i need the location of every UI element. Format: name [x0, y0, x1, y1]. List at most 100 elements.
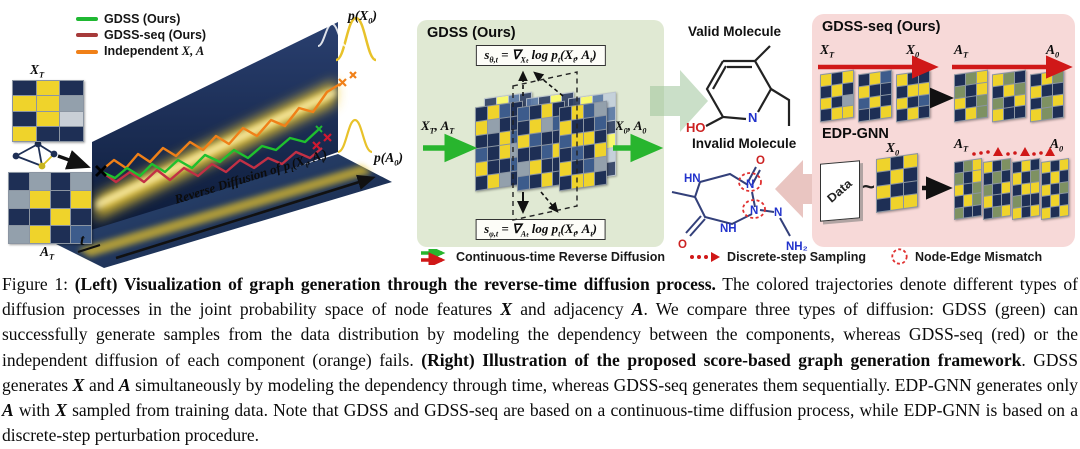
xt-matrix-label: XT — [30, 62, 45, 80]
edp-at-label: AT — [954, 136, 969, 154]
diffusion-3d-scene — [12, 16, 392, 268]
legend-swatch — [76, 49, 98, 54]
caption-segment: A — [631, 299, 644, 320]
matrix-cell — [50, 226, 71, 243]
caption-segment: A — [2, 400, 14, 421]
caption-segment: X — [72, 374, 85, 395]
legend-item: GDSS-seq (Ours) — [76, 28, 206, 42]
input-graph-icon — [12, 140, 58, 170]
nh-atom: NH — [720, 223, 737, 235]
n2-atom: N — [750, 205, 758, 217]
matrix-cell — [13, 81, 36, 96]
caption-segment: (Left) Visualization of graph generation… — [74, 274, 716, 294]
matrix-cell — [13, 126, 36, 141]
invalid-molecule-label: Invalid Molecule — [692, 136, 797, 151]
caption-segment: and adjacency — [512, 299, 632, 320]
edp-discrete-sampling-arrow — [972, 147, 1055, 156]
baselines-panel: GDSS-seq (Ours) XT X0 AT A0 EDP-GNN Data… — [812, 14, 1075, 247]
score-equation-a: sφ,t = ∇Aₜ log pt(Xt, At) — [475, 219, 606, 240]
caption-segment: . We compare three types of diffusion: G… — [2, 299, 1078, 370]
n3-atom: N — [774, 207, 782, 219]
legend-item: GDSS (Ours) — [76, 12, 206, 26]
legend-label: GDSS (Ours) — [104, 12, 181, 26]
legend-swatch — [76, 17, 98, 21]
mismatch-circle-2 — [742, 199, 766, 219]
matrix-cell — [60, 126, 83, 141]
caption-segment: sampled from training data. Note that GD… — [2, 400, 1078, 446]
edp-a0-label: A0 — [1050, 136, 1064, 154]
seq-x0-label: X0 — [906, 42, 920, 60]
gdss-output-label: X0, A0 — [615, 118, 647, 136]
matrix-cell — [71, 173, 91, 190]
nh2-atom: NH₂ — [786, 241, 808, 253]
matrix-cell — [50, 208, 71, 226]
pa0-density-curve — [337, 118, 373, 154]
key-discrete-label: Discrete-step Sampling — [727, 249, 866, 264]
key-continuous-label: Continuous-time Reverse Diffusion — [456, 249, 666, 264]
reverse-diffusion-axis-arrow — [115, 174, 376, 260]
time-axis-label: t — [80, 232, 85, 249]
at-adjacency-matrix — [8, 172, 92, 244]
continuous-arrows-icon — [421, 248, 446, 265]
matrix-cell — [71, 226, 91, 243]
matrix-cell — [9, 173, 29, 190]
hn-atom: HN — [684, 173, 701, 185]
figure-caption: Figure 1: (Left) Visualization of graph … — [0, 268, 1080, 448]
matrix-cell — [29, 173, 50, 190]
matrix-cell — [29, 190, 50, 208]
mismatch-circle-1 — [738, 172, 762, 192]
edp-gnn-title: EDP-GNN — [822, 126, 889, 142]
key-mismatch: Node-Edge Mismatch — [890, 247, 1042, 266]
key-mismatch-label: Node-Edge Mismatch — [914, 249, 1043, 264]
trajectory-green-gdss — [101, 129, 319, 180]
caption-segment: simultaneously by modeling the dependenc… — [130, 374, 1078, 395]
px0-density-curve — [335, 16, 377, 62]
score-equation-x: sθ,t = ∇Xₜ log pt(Xt, At) — [475, 45, 606, 66]
legend-label: GDSS-seq (Ours) — [104, 28, 207, 42]
dashed-score-plane — [512, 71, 578, 221]
dotted-arrow-icon — [690, 251, 721, 262]
matrix-cell — [60, 96, 83, 111]
px0-label: p(X0) — [348, 8, 377, 26]
legend-label: Independent X, A — [104, 44, 205, 58]
caption-segment: X — [500, 299, 513, 320]
o2-atom: O — [678, 239, 687, 251]
dashed-circle-icon — [891, 248, 908, 265]
matrix-cell — [9, 226, 29, 243]
ho-atom: HO — [686, 120, 706, 135]
key-continuous: Continuous-time Reverse Diffusion — [420, 248, 666, 265]
gdss-panel: GDSS (Ours) sθ,t = ∇Xₜ log pt(Xt, At) sφ… — [417, 20, 664, 247]
matrix-cell — [9, 208, 29, 226]
graph-to-surface-arrow — [57, 150, 91, 170]
legend-item: Independent X, A — [76, 44, 206, 59]
matrix-cell — [36, 126, 60, 141]
matrix-cell — [71, 190, 91, 208]
matrix-cell — [36, 81, 60, 96]
caption-segment: . GDSS generates — [2, 349, 1078, 395]
matrix-cell — [29, 226, 50, 243]
matrix-cell — [60, 81, 83, 96]
valid-output-arrow — [650, 70, 708, 132]
key-discrete: Discrete-step Sampling — [689, 250, 866, 264]
matrix-cell — [71, 208, 91, 226]
matrix-cell — [9, 190, 29, 208]
valid-molecule-label: Valid Molecule — [688, 24, 782, 39]
orange-x-markers — [338, 71, 357, 87]
baselines-panel-arrows — [818, 55, 1073, 200]
caption-segment: Figure 1: — [2, 274, 75, 294]
pa0-label: p(A0) — [374, 150, 403, 168]
gdss-input-label: XT, AT — [421, 118, 455, 136]
gdss-panel-arrows — [423, 70, 664, 221]
matrix-cell — [50, 173, 71, 190]
valid-molecule-structure: HO N — [686, 45, 791, 135]
gdss-seq-title: GDSS-seq (Ours) — [822, 19, 941, 35]
caption-segment: The colored trajectories denote differen… — [2, 274, 1078, 320]
green-x-marker — [315, 125, 323, 133]
matrix-cell — [36, 111, 60, 126]
caption-segment: X — [55, 400, 67, 421]
red-x-markers — [312, 133, 332, 150]
figure-key: Continuous-time Reverse Diffusion Discre… — [420, 247, 1042, 266]
caption-segment: A — [118, 374, 131, 395]
invalid-molecule-structure: HN N N NH N NH₂ O O — [671, 155, 808, 253]
